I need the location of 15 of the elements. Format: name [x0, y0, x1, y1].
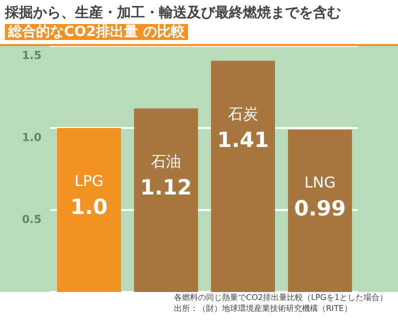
data-label: 1.12 [140, 175, 192, 200]
chart-subtitle: 総合的なCO2排出量 の比較 [5, 24, 188, 40]
x-tick-label: 石炭 [228, 104, 258, 123]
y-tick-label: 1.5 [22, 49, 42, 62]
x-tick-label: LNG [304, 174, 336, 192]
text: 出所：（財）地球環境産業技術研究機構（RITE） [174, 303, 353, 314]
data-label: 1.0 [70, 195, 108, 219]
text: 各燃料の同じ熱量でCO2排出量比較（LPGを1とした場合） [174, 292, 388, 303]
chart-title: 採掘から、生産・加工・輸送及び最終燃焼までを含む [5, 4, 342, 22]
data-label: 0.99 [294, 196, 346, 221]
y-tick-label: 1.0 [22, 131, 42, 144]
data-label: 1.41 [217, 128, 269, 152]
x-tick-label: LPG [74, 172, 104, 190]
y-tick-label: 0.5 [22, 213, 42, 226]
x-tick-label: 石油 [151, 152, 181, 170]
